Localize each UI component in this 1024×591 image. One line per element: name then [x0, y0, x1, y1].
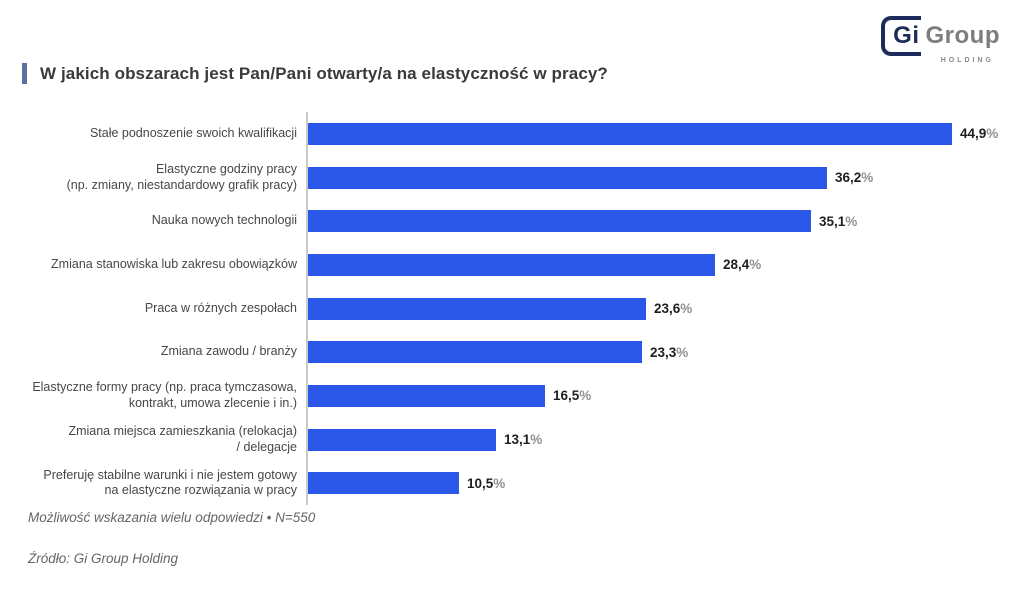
- bar: [308, 297, 646, 320]
- chart-row: Nauka nowych technologii 35,1%: [28, 199, 1008, 244]
- chart-row: Zmiana miejsca zamieszkania (relokacja) …: [28, 417, 1008, 462]
- chart-row: Elastyczne godziny pracy (np. zmiany, ni…: [28, 155, 1008, 200]
- value-number: 44,9: [960, 126, 987, 142]
- bar-cell: 23,3%: [306, 330, 1008, 375]
- category-label: Zmiana miejsca zamieszkania (relokacja) …: [68, 424, 297, 454]
- value-percent-sign: %: [986, 126, 999, 142]
- chart-row: Elastyczne formy pracy (np. praca tymcza…: [28, 374, 1008, 418]
- value-label: 23,6%: [654, 301, 692, 316]
- value-label: 36,2%: [835, 170, 873, 185]
- category-label: Nauka nowych technologii: [151, 213, 297, 228]
- chart-title-block: W jakich obszarach jest Pan/Pani otwarty…: [22, 63, 608, 84]
- bar-cell: 16,5%: [306, 374, 1008, 418]
- page-title: W jakich obszarach jest Pan/Pani otwarty…: [40, 63, 608, 83]
- chart-row: Zmiana stanowiska lub zakresu obowiązków…: [28, 243, 1008, 287]
- value-percent-sign: %: [579, 388, 592, 404]
- bar: [308, 472, 459, 495]
- value-number: 23,6: [654, 301, 681, 317]
- bar: [308, 341, 642, 364]
- chart-row: Preferuję stabilne warunki i nie jestem …: [28, 461, 1008, 506]
- value-label: 44,9%: [960, 126, 998, 141]
- gi-group-holding-logo: Gi Group HOLDING: [881, 16, 1000, 64]
- bar-cell: 23,6%: [306, 286, 1008, 331]
- logo-gi-text: Gi: [893, 21, 920, 49]
- chart-row: Zmiana zawodu / branży 23,3%: [28, 330, 1008, 375]
- value-label: 13,1%: [504, 432, 542, 447]
- logo-wordmark: Gi Group: [881, 16, 1000, 56]
- bar-cell: 36,2%: [306, 155, 1008, 200]
- logo-bracket-shape: Gi: [881, 16, 921, 56]
- bar: [308, 210, 811, 233]
- bar: [308, 166, 827, 189]
- bar: [308, 253, 715, 276]
- value-number: 23,3: [650, 344, 677, 360]
- category-label: Elastyczne formy pracy (np. praca tymcza…: [32, 380, 297, 410]
- category-label: Zmiana zawodu / branży: [160, 344, 297, 359]
- value-label: 28,4%: [723, 257, 761, 272]
- bar-cell: 28,4%: [306, 243, 1008, 287]
- value-percent-sign: %: [845, 213, 858, 229]
- value-percent-sign: %: [861, 170, 874, 186]
- value-number: 10,5: [467, 475, 494, 491]
- value-number: 36,2: [835, 170, 862, 186]
- source-note: Źródło: Gi Group Holding: [28, 551, 179, 566]
- value-number: 16,5: [553, 388, 580, 404]
- bar-cell: 10,5%: [306, 461, 1008, 506]
- value-label: 23,3%: [650, 345, 688, 360]
- title-accent-bar: [22, 63, 27, 84]
- bar-cell: 35,1%: [306, 199, 1008, 244]
- logo-holding-text: HOLDING: [940, 57, 994, 64]
- value-number: 35,1: [819, 213, 846, 229]
- value-label: 10,5%: [467, 476, 505, 491]
- category-label: Praca w różnych zespołach: [144, 300, 297, 315]
- value-label: 16,5%: [553, 388, 591, 403]
- value-number: 13,1: [504, 432, 531, 448]
- value-number: 28,4: [723, 257, 750, 273]
- bar-cell: 13,1%: [306, 417, 1008, 462]
- bar-chart: Stałe podnoszenie swoich kwalifikacji 44…: [28, 112, 1008, 506]
- category-label: Elastyczne godziny pracy (np. zmiany, ni…: [66, 161, 297, 192]
- chart-row: Stałe podnoszenie swoich kwalifikacji 44…: [28, 112, 1008, 156]
- bar: [308, 122, 952, 145]
- chart-row: Praca w różnych zespołach 23,6%: [28, 286, 1008, 331]
- value-percent-sign: %: [676, 344, 689, 360]
- value-percent-sign: %: [749, 257, 762, 273]
- bar: [308, 428, 496, 451]
- methodology-note: Możliwość wskazania wielu odpowiedzi • N…: [28, 510, 316, 525]
- value-percent-sign: %: [493, 475, 506, 491]
- value-percent-sign: %: [680, 301, 693, 317]
- bar-chart-rows: Stałe podnoszenie swoich kwalifikacji 44…: [28, 112, 1008, 506]
- bar-cell: 44,9%: [306, 112, 1008, 156]
- value-label: 35,1%: [819, 214, 857, 229]
- bar: [308, 384, 545, 407]
- category-label: Stałe podnoszenie swoich kwalifikacji: [89, 126, 297, 141]
- value-percent-sign: %: [530, 432, 543, 448]
- category-label: Zmiana stanowiska lub zakresu obowiązków: [51, 257, 297, 272]
- logo-group-text: Group: [925, 22, 1000, 49]
- category-label: Preferuję stabilne warunki i nie jestem …: [43, 467, 297, 498]
